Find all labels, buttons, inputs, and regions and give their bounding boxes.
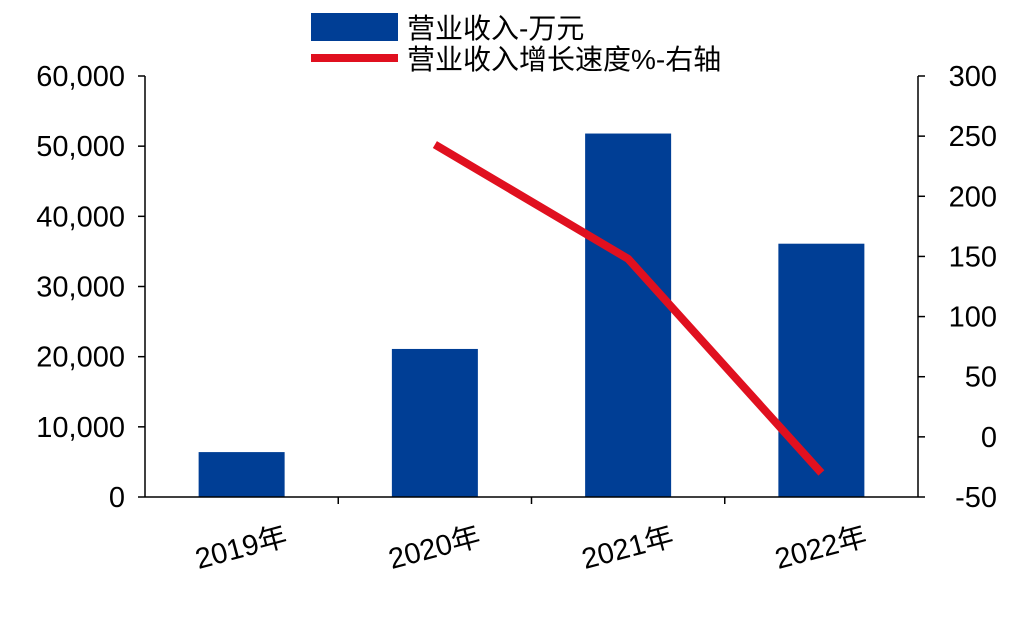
left-tick-label: 30,000 bbox=[36, 272, 125, 304]
left-tick-label: 40,000 bbox=[36, 201, 125, 233]
right-tick-label: 250 bbox=[949, 121, 997, 153]
right-tick-label: 200 bbox=[949, 181, 997, 213]
right-tick-label: 50 bbox=[965, 362, 997, 394]
bar-2021年 bbox=[585, 133, 672, 497]
right-tick-label: -50 bbox=[955, 482, 997, 514]
left-tick-label: 0 bbox=[109, 482, 125, 514]
category-labels: 2019年 2020年 2021年 2022年 bbox=[192, 520, 871, 576]
bar-2019年 bbox=[198, 452, 285, 497]
left-axis-ticks: 0 10,000 20,000 30,000 40,000 50,000 60,000 bbox=[36, 61, 145, 514]
left-tick-label: 60,000 bbox=[36, 61, 125, 93]
growth-rate-line bbox=[432, 141, 825, 476]
left-tick-label: 20,000 bbox=[36, 342, 125, 374]
bar-2020年 bbox=[391, 348, 478, 497]
category-label: 2021年 bbox=[578, 520, 677, 576]
category-label: 2022年 bbox=[771, 520, 870, 576]
right-tick-label: 100 bbox=[949, 302, 997, 334]
bar-series bbox=[198, 133, 865, 497]
category-label: 2020年 bbox=[385, 520, 484, 576]
right-tick-label: 0 bbox=[981, 422, 997, 454]
line-series bbox=[432, 141, 825, 476]
category-label: 2019年 bbox=[192, 520, 291, 576]
right-tick-label: 300 bbox=[949, 61, 997, 93]
legend-bar-swatch bbox=[311, 13, 398, 41]
right-tick-label: 150 bbox=[949, 241, 997, 273]
legend-bar-label: 营业收入-万元 bbox=[407, 13, 584, 44]
left-tick-label: 50,000 bbox=[36, 131, 125, 163]
right-axis-ticks: -50 0 50 100 150 200 250 300 bbox=[918, 61, 997, 514]
left-tick-label: 10,000 bbox=[36, 412, 125, 444]
bar-2022年 bbox=[778, 243, 865, 497]
legend-line-label: 营业收入增长速度%-右轴 bbox=[407, 44, 721, 75]
